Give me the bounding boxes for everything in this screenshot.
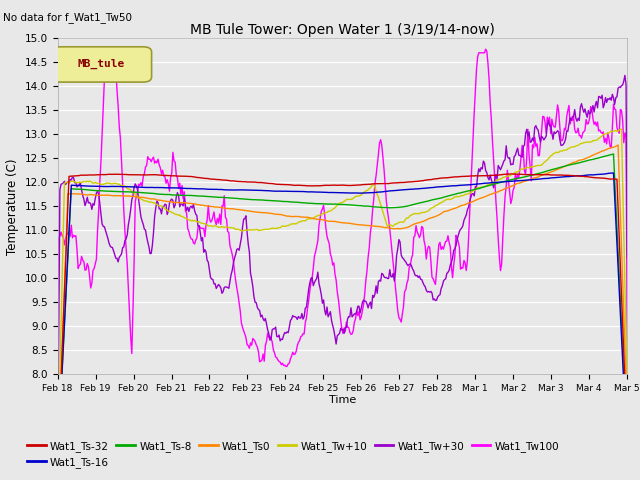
Wat1_Ts-16 — [623, 451, 631, 456]
Wat1_Ts-8 — [328, 201, 335, 207]
Wat1_Tw100 — [329, 262, 337, 268]
Wat1_Ts-8 — [610, 151, 618, 157]
Wat1_Tw+10 — [618, 126, 625, 132]
Wat1_Ts0 — [614, 142, 622, 148]
Wat1_Ts0 — [520, 179, 528, 184]
Wat1_Tw+30 — [362, 298, 370, 304]
Wat1_Ts-8 — [54, 459, 61, 465]
Wat1_Ts-16 — [328, 190, 335, 195]
Wat1_Ts-16 — [610, 170, 618, 176]
Wat1_Ts-16 — [54, 457, 61, 463]
Wat1_Ts0 — [54, 473, 61, 479]
Y-axis label: Temperature (C): Temperature (C) — [6, 158, 19, 255]
Wat1_Ts0 — [328, 218, 335, 224]
Wat1_Tw100 — [522, 171, 529, 177]
Wat1_Ts-32 — [54, 465, 61, 471]
Wat1_Tw+10 — [623, 387, 631, 393]
Wat1_Tw+30 — [54, 472, 61, 478]
Wat1_Ts-16 — [362, 190, 370, 196]
Legend: Wat1_Ts-32, Wat1_Ts-16, Wat1_Ts-8, Wat1_Ts0, Wat1_Tw+10, Wat1_Tw+30, Wat1_Tw100: Wat1_Ts-32, Wat1_Ts-16, Wat1_Ts-8, Wat1_… — [23, 437, 563, 472]
Line: Wat1_Tw100: Wat1_Tw100 — [58, 48, 627, 411]
Line: Wat1_Tw+10: Wat1_Tw+10 — [58, 129, 627, 472]
Wat1_Ts-32 — [623, 437, 631, 443]
Wat1_Ts-8 — [520, 174, 528, 180]
Text: MB_tule: MB_tule — [78, 59, 125, 69]
Wat1_Ts0 — [324, 218, 332, 224]
Wat1_Tw+10 — [328, 207, 335, 213]
Wat1_Ts-32 — [362, 181, 370, 187]
Line: Wat1_Tw+30: Wat1_Tw+30 — [58, 75, 627, 475]
Wat1_Tw+10 — [324, 209, 332, 215]
Wat1_Ts-8 — [362, 203, 370, 209]
Wat1_Tw+10 — [520, 166, 528, 171]
Wat1_Ts-32 — [328, 182, 335, 188]
Wat1_Ts-8 — [393, 204, 401, 210]
Wat1_Ts0 — [393, 226, 401, 231]
Wat1_Tw100 — [54, 408, 61, 414]
Wat1_Tw+30 — [328, 318, 335, 324]
Title: MB Tule Tower: Open Water 1 (3/19/14-now): MB Tule Tower: Open Water 1 (3/19/14-now… — [190, 23, 495, 37]
Line: Wat1_Ts-32: Wat1_Ts-32 — [58, 174, 627, 468]
Wat1_Ts-32 — [324, 182, 332, 188]
Wat1_Tw+30 — [621, 72, 628, 78]
Wat1_Ts-32 — [393, 180, 401, 186]
Wat1_Ts0 — [623, 414, 631, 420]
Wat1_Ts-32 — [508, 171, 516, 177]
Text: No data for f_Wat1_Tw50: No data for f_Wat1_Tw50 — [3, 12, 132, 23]
Wat1_Ts-16 — [611, 193, 618, 199]
Wat1_Ts-32 — [611, 176, 618, 182]
Wat1_Tw+30 — [393, 252, 401, 258]
Wat1_Tw+30 — [610, 95, 618, 101]
Wat1_Tw+30 — [324, 314, 332, 320]
Wat1_Ts0 — [610, 144, 618, 150]
Wat1_Ts-16 — [324, 190, 332, 195]
Wat1_Tw+10 — [610, 129, 618, 134]
Wat1_Tw+10 — [393, 221, 401, 227]
X-axis label: Time: Time — [329, 395, 356, 405]
Wat1_Tw+10 — [362, 188, 370, 194]
Wat1_Tw+10 — [54, 469, 61, 475]
FancyBboxPatch shape — [52, 47, 152, 82]
Wat1_Ts-8 — [623, 440, 631, 446]
Wat1_Tw+30 — [623, 254, 631, 260]
Wat1_Ts-32 — [522, 172, 529, 178]
Line: Wat1_Ts-16: Wat1_Ts-16 — [58, 173, 627, 460]
Wat1_Tw100 — [394, 308, 402, 314]
Wat1_Ts-16 — [393, 188, 401, 193]
Line: Wat1_Ts0: Wat1_Ts0 — [58, 145, 627, 476]
Wat1_Tw100 — [623, 338, 631, 344]
Wat1_Ts-16 — [520, 178, 528, 183]
Wat1_Tw+30 — [520, 142, 528, 148]
Wat1_Tw100 — [611, 107, 618, 112]
Wat1_Tw100 — [104, 45, 111, 51]
Wat1_Ts-8 — [611, 175, 618, 181]
Wat1_Ts0 — [362, 223, 370, 228]
Wat1_Ts-8 — [324, 201, 332, 207]
Line: Wat1_Ts-8: Wat1_Ts-8 — [58, 154, 627, 462]
Wat1_Tw100 — [363, 268, 371, 274]
Wat1_Tw100 — [325, 241, 333, 247]
